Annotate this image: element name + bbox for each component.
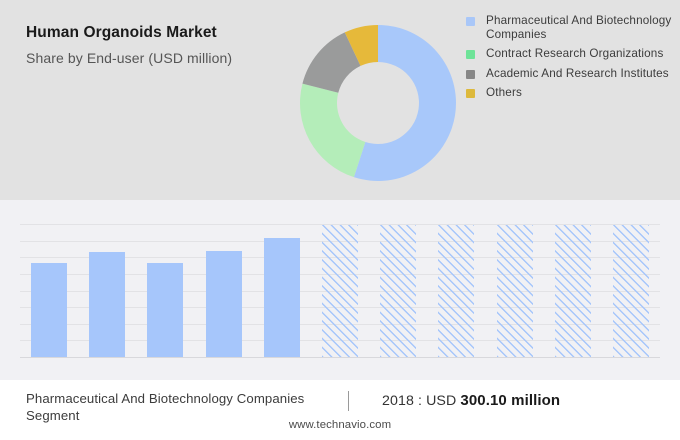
x-axis-line: [20, 357, 660, 358]
bar-forecast[interactable]: [380, 225, 417, 357]
donut-chart-svg: [300, 25, 456, 181]
legend-item[interactable]: Academic And Research Institutes: [466, 67, 672, 81]
source-url: www.technavio.com: [288, 419, 392, 431]
donut-slice[interactable]: [353, 25, 456, 181]
legend-swatch-icon: [466, 69, 475, 79]
bar-forecast[interactable]: [612, 225, 649, 357]
legend-item[interactable]: Others: [466, 86, 672, 100]
footer-value-prefix: 2018 : USD: [382, 393, 461, 409]
footer: Pharmaceutical And Biotechnology Compani…: [0, 380, 680, 440]
bar-chart-plot: [20, 224, 660, 358]
legend-item-label: Contract Research Organizations: [486, 47, 664, 61]
bar-historic[interactable]: [205, 250, 242, 357]
bar-historic[interactable]: [263, 237, 300, 357]
bar-historic[interactable]: [147, 262, 184, 357]
legend-swatch-icon: [466, 17, 475, 26]
legend-item-label: Academic And Research Institutes: [486, 66, 669, 80]
chart-legend: Pharmaceutical And Biotechnology Compani…: [466, 14, 672, 106]
legend-swatch-icon: [466, 89, 475, 99]
legend-item[interactable]: Pharmaceutical And Biotechnology Compani…: [466, 14, 672, 41]
bar-forecast[interactable]: [554, 225, 591, 357]
bar-forecast[interactable]: [496, 225, 533, 357]
bar-forecast[interactable]: [322, 225, 359, 357]
bar-historic[interactable]: [89, 252, 126, 357]
bar-historic[interactable]: [31, 262, 68, 357]
donut-slice[interactable]: [302, 32, 361, 93]
footer-value: 2018 : USD 300.10 million: [382, 392, 560, 409]
bar-forecast[interactable]: [438, 225, 475, 357]
footer-divider: [348, 391, 349, 411]
page-subtitle: Share by End-user (USD million): [26, 50, 233, 66]
legend-item-label: Pharmaceutical And Biotechnology Compani…: [486, 14, 672, 41]
header-panel: Human Organoids Market Share by End-user…: [0, 0, 680, 200]
gridline: [20, 224, 660, 225]
bar-chart-panel: 2018201920202021202220232024202520262027…: [0, 200, 680, 380]
donut-slice[interactable]: [344, 25, 378, 66]
legend-item[interactable]: Contract Research Organizations: [466, 47, 672, 61]
legend-item-label: Others: [486, 86, 522, 100]
footer-value-amount: 300.10 million: [460, 392, 561, 409]
donut-chart: [298, 23, 458, 183]
legend-swatch-icon: [466, 50, 475, 60]
footer-segment-label: Pharmaceutical And Biotechnology Compani…: [26, 391, 305, 423]
donut-slice[interactable]: [300, 83, 366, 178]
page-title: Human Organoids Market: [26, 24, 217, 41]
